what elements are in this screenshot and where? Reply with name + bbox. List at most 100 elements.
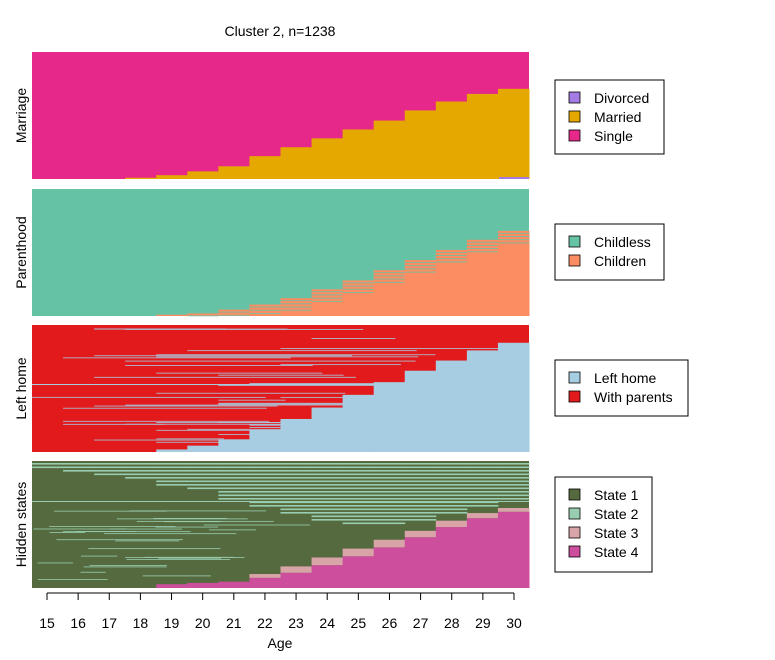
state-line <box>115 540 180 542</box>
state-line <box>94 328 288 330</box>
x-tick-label: 26 <box>382 615 398 631</box>
state-line <box>218 311 250 313</box>
panel-3: Hidden states <box>13 461 530 588</box>
state-line <box>187 470 219 472</box>
x-tick-label: 28 <box>444 615 460 631</box>
state-line <box>37 579 108 580</box>
state-line <box>404 505 437 507</box>
state-block <box>156 584 188 588</box>
state-block <box>497 342 530 452</box>
state-line <box>187 477 219 479</box>
state-line <box>89 565 167 566</box>
state-block <box>373 120 406 179</box>
state-block <box>311 407 344 452</box>
state-block <box>156 175 188 179</box>
x-tick-label: 16 <box>70 615 86 631</box>
state-line <box>342 522 375 525</box>
legend-swatch <box>568 254 581 267</box>
state-block <box>311 557 344 566</box>
state-line <box>311 480 344 483</box>
state-block <box>311 565 344 588</box>
x-tick-label: 30 <box>506 615 522 631</box>
state-line <box>404 477 437 479</box>
state-block <box>249 430 281 452</box>
state-line <box>125 473 157 476</box>
state-line <box>466 470 499 472</box>
state-line <box>63 466 95 469</box>
state-line <box>497 242 530 244</box>
state-line <box>280 306 313 308</box>
state-line <box>280 300 313 302</box>
state-line <box>125 360 416 362</box>
state-line <box>311 498 344 500</box>
state-line <box>110 528 183 530</box>
state-line <box>342 463 375 465</box>
state-line <box>125 365 313 366</box>
state-line <box>342 282 375 284</box>
legend-label: State 2 <box>594 506 639 522</box>
state-line <box>435 498 468 500</box>
state-line <box>466 251 499 253</box>
x-tick-label: 18 <box>133 615 149 631</box>
state-line <box>342 466 375 469</box>
state-block <box>373 270 406 316</box>
state-line <box>94 466 126 469</box>
state-line <box>218 491 250 493</box>
state-line <box>435 508 468 511</box>
state-line <box>435 463 468 465</box>
state-block <box>404 530 437 538</box>
state-line <box>249 312 281 314</box>
state-block <box>497 230 530 316</box>
state-line <box>249 463 281 465</box>
state-line <box>404 473 437 476</box>
legend-box <box>554 223 665 281</box>
state-line <box>187 473 219 476</box>
state-line <box>497 239 530 241</box>
state-line <box>497 477 530 479</box>
state-line <box>311 494 344 497</box>
state-line <box>373 480 406 483</box>
state-line <box>497 484 530 486</box>
state-line <box>280 508 313 511</box>
x-tick-label: 23 <box>288 615 304 631</box>
state-line <box>156 392 346 394</box>
state-line <box>280 487 313 490</box>
state-line <box>404 515 437 518</box>
state-line <box>311 294 344 296</box>
state-line <box>435 258 468 260</box>
state-line <box>404 491 437 493</box>
state-line <box>466 501 499 504</box>
state-line <box>280 505 313 507</box>
state-line <box>373 281 406 283</box>
state-line <box>466 505 499 507</box>
state-line <box>466 484 499 486</box>
state-line <box>373 491 406 493</box>
legend-swatch <box>568 129 581 142</box>
state-line <box>209 529 257 531</box>
state-line <box>435 484 468 486</box>
state-line <box>125 466 157 469</box>
state-line <box>373 275 406 277</box>
state-line <box>280 463 313 465</box>
state-line <box>342 498 375 500</box>
state-line <box>32 466 64 469</box>
state-line <box>218 314 250 316</box>
state-line <box>342 508 375 511</box>
state-line <box>63 463 95 465</box>
state-line <box>249 501 281 504</box>
legend-3: State 1 State 2 State 3 State 4 <box>554 476 653 573</box>
state-line <box>63 470 95 472</box>
state-line <box>466 466 499 469</box>
state-line <box>63 423 165 425</box>
state-line <box>94 405 278 407</box>
state-block <box>187 171 219 179</box>
state-line <box>80 555 118 557</box>
state-line <box>144 556 235 558</box>
state-line <box>218 403 448 405</box>
state-line <box>466 473 499 476</box>
state-line <box>125 423 321 425</box>
state-line <box>249 306 281 308</box>
state-block <box>497 511 530 588</box>
state-line <box>404 508 437 511</box>
state-block <box>280 572 313 588</box>
